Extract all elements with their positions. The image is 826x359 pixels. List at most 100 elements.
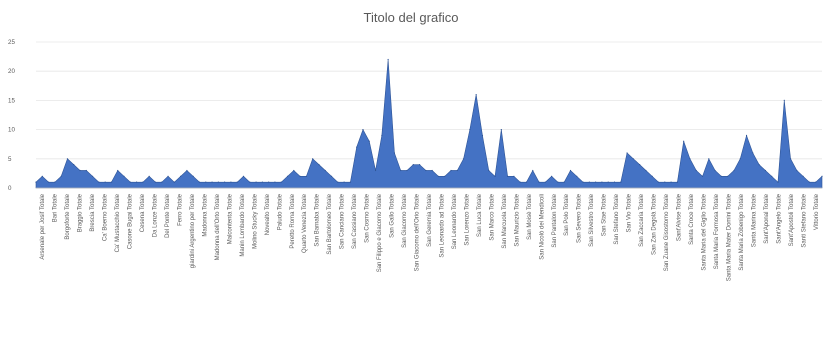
data-point [110,181,113,183]
data-point [519,181,521,183]
data-point [368,140,370,142]
data-point [47,181,50,183]
data-point [595,181,597,183]
data-point [362,129,364,131]
data-point [620,181,622,183]
x-category-label: Ferro Totale [177,193,183,226]
data-point [657,181,660,183]
data-point [576,175,578,177]
data-point [670,181,672,183]
data-point [387,58,389,61]
data-point [802,175,804,177]
data-point [318,164,320,166]
data-point [85,169,87,172]
data-point [456,169,458,172]
x-category-label: San Stae Totale [602,193,608,236]
y-tick-label: 20 [8,68,15,75]
data-point [733,169,735,172]
data-point [551,175,553,177]
series-area [35,58,823,189]
data-point [639,164,641,166]
data-point [513,175,515,177]
data-point [808,181,811,183]
data-point [249,181,251,183]
data-point [230,181,232,183]
data-point [274,181,276,183]
data-point [796,169,798,172]
data-point [821,175,823,177]
chart-title: Titolo del grafico [364,10,459,25]
data-point [664,181,666,183]
data-point [41,175,43,177]
data-point [343,181,345,183]
data-point [582,181,584,183]
data-point [211,181,213,183]
data-point [356,146,358,148]
data-point [129,181,131,183]
data-point [626,152,628,154]
data-point [349,181,351,183]
x-category-label: Novealto Totale [265,193,271,235]
x-axis: Arsenale per Josif Totale Bari Totale Borg… [36,187,822,281]
data-point [186,169,188,172]
x-category-label: San Luca Totale [477,193,483,237]
data-point [330,175,333,177]
x-category-label: Del Ponte Totale [165,193,171,238]
x-category-label: Madonna Totale [202,193,208,236]
x-category-label: San Silvestro Totale [589,193,595,247]
x-category-label: Da Lonze Totale [153,193,159,237]
data-point [98,181,100,183]
data-point [544,181,546,183]
data-point [35,181,37,183]
x-category-label: Borgoforte Totale [65,193,71,239]
data-point [198,181,201,183]
y-tick-label: 0 [8,185,12,192]
data-point [381,134,383,137]
data-point [337,181,339,183]
x-category-label: San Moisè Totale [527,193,533,240]
y-tick-label: 5 [8,156,12,163]
x-category-label: San Cosmo Totale [365,193,371,243]
x-category-label: San Bartolomeo Totale [327,193,333,254]
data-point [393,152,396,154]
x-category-label: San Severo Totale [577,193,583,243]
x-category-label: San Pantalon Totale [552,193,558,247]
x-category-label: Molino Stucky Totale [252,193,258,249]
data-point [142,181,144,183]
x-category-label: San Stefano Totale [614,193,620,244]
data-point [727,175,729,177]
x-category-label: Sant'Aponal Totale [764,193,770,243]
data-point [783,99,785,101]
x-category-label: Santi Stefano Totale [801,193,807,247]
data-point [54,181,56,183]
data-point [752,152,754,154]
x-category-label: Ca' Boemo Totale [103,193,109,241]
data-point [488,169,490,172]
y-tick-label: 25 [8,39,15,46]
x-category-label: Manin Lombardo Totale [240,193,246,256]
data-point [494,175,496,177]
data-point [268,181,270,183]
data-point [400,169,402,172]
data-point [695,169,697,172]
data-point [683,140,685,142]
data-point [305,175,307,177]
x-category-label: Santa Marina Totale [751,193,757,247]
data-point [324,169,326,172]
data-point [538,181,540,183]
data-point [280,181,282,183]
x-category-label: Brescia Totale [90,193,96,231]
x-category-label: Santa Maria Formosa Totale [714,193,720,269]
x-category-label: San Giacomo Totale [402,193,408,248]
data-point [79,169,81,172]
data-point [293,169,295,172]
data-point [475,93,477,96]
data-point [613,181,616,183]
data-point [299,175,301,177]
x-category-label: San Gallo Totale [390,193,396,238]
x-category-label: Bari Totale [53,193,59,222]
data-point [481,134,484,137]
x-category-label: San Canciano Totale [340,193,346,249]
data-point [789,158,792,160]
